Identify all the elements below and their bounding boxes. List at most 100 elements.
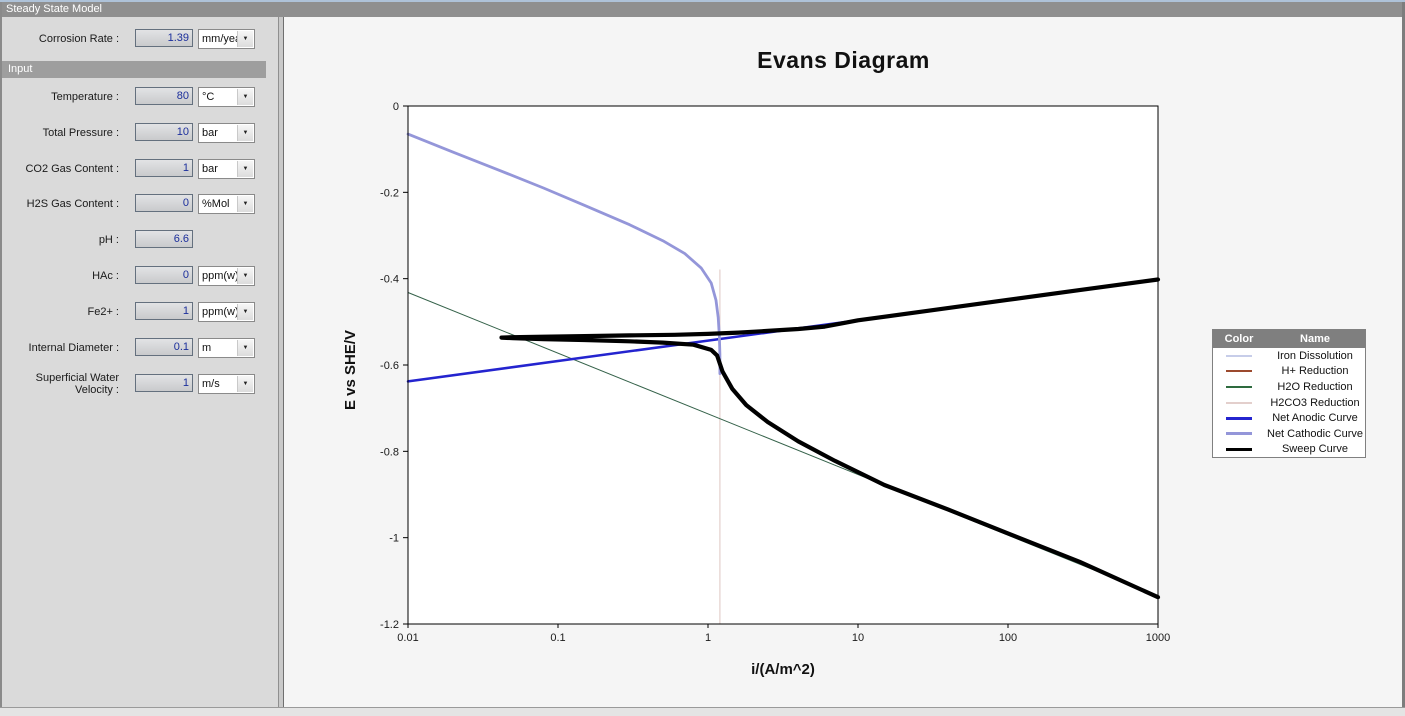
corrosion-rate-input[interactable]: 1.39 (135, 29, 193, 47)
internal-diameter-unit-dropdown-button[interactable]: ▼ (237, 340, 253, 356)
co2-gas-content-label: CO2 Gas Content : (25, 163, 119, 175)
x-tick-label: 1000 (1146, 632, 1170, 644)
field-row-temperature: Temperature : 80 °C ▼ (2, 87, 278, 107)
temperature-unit-dropdown-button[interactable]: ▼ (237, 89, 253, 105)
field-row-ph: pH : 6.6 (2, 230, 278, 250)
corrosion-rate-label: Corrosion Rate : (38, 33, 119, 45)
legend-row: Sweep Curve (1213, 442, 1365, 458)
y-tick-label: -0.2 (380, 187, 399, 199)
temperature-unit-select[interactable]: °C ▼ (198, 87, 255, 107)
corrosion-rate-unit-value: mm/yea (202, 33, 237, 45)
hac-unit-select[interactable]: ppm(w) ▼ (198, 266, 255, 286)
total-pressure-unit-dropdown-button[interactable]: ▼ (237, 125, 253, 141)
co2-gas-content-input[interactable]: 1 (135, 159, 193, 177)
chart-panel: 0.01 0.1 1 10 100 1000 0 -0.2 -0.4 -0.6 -0.8 -1 -1.2… (284, 17, 1403, 707)
hac-unit-dropdown-button[interactable]: ▼ (237, 268, 253, 284)
legend-row: Net Cathodic Curve (1213, 426, 1365, 442)
legend-row: H+ Reduction (1213, 364, 1365, 380)
legend-entry-name: H2CO3 Reduction (1270, 396, 1360, 409)
co2-gas-content-unit-value: bar (202, 163, 218, 175)
field-row-superficial-water-velocity: Superficial Water Velocity : 1 m/s ▼ (2, 372, 278, 396)
fe2plus-input[interactable]: 1 (135, 302, 193, 320)
internal-diameter-unit-select[interactable]: m ▼ (198, 338, 255, 358)
x-tick-label: 100 (999, 632, 1017, 644)
y-tick-label: 0 (393, 101, 399, 113)
x-tick-label: 1 (705, 632, 711, 644)
hac-input[interactable]: 0 (135, 266, 193, 284)
chevron-down-icon: ▼ (242, 36, 249, 42)
legend-swatch-cell (1213, 416, 1265, 420)
field-row-co2-gas-content: CO2 Gas Content : 1 bar ▼ (2, 159, 278, 179)
window-right-border (1402, 2, 1405, 716)
legend-entry-name: Net Cathodic Curve (1267, 427, 1363, 440)
hac-unit-value: ppm(w) (202, 270, 237, 282)
h2s-gas-content-input[interactable]: 0 (135, 194, 193, 212)
legend-entry-name: Iron Dissolution (1277, 349, 1353, 362)
fe2plus-unit-value: ppm(w) (202, 306, 237, 318)
legend-row: Net Anodic Curve (1213, 410, 1365, 426)
superficial-water-velocity-input[interactable]: 1 (135, 374, 193, 392)
legend-row: H2CO3 Reduction (1213, 395, 1365, 411)
x-tick-label: 0.01 (397, 632, 418, 644)
superficial-water-velocity-unit-dropdown-button[interactable]: ▼ (237, 376, 253, 392)
window-title-bar: Steady State Model (0, 2, 1405, 17)
superficial-water-velocity-unit-value: m/s (202, 378, 220, 390)
co2-gas-content-unit-dropdown-button[interactable]: ▼ (237, 161, 253, 177)
window-bottom-border (0, 707, 1405, 716)
chevron-down-icon: ▼ (242, 166, 249, 172)
panel-divider (278, 17, 284, 707)
field-row-fe2plus: Fe2+ : 1 ppm(w) ▼ (2, 302, 278, 322)
evans-diagram-plot: 0.01 0.1 1 10 100 1000 0 -0.2 -0.4 -0.6 -0.8 -1 -1.2 (380, 101, 1170, 644)
legend-row: Iron Dissolution (1213, 348, 1365, 364)
legend-color-swatch (1226, 401, 1252, 404)
window-top-edge (0, 0, 1405, 2)
h2s-gas-content-label: H2S Gas Content : (26, 198, 119, 210)
fe2plus-unit-select[interactable]: ppm(w) ▼ (198, 302, 255, 322)
internal-diameter-label: Internal Diameter : (28, 342, 119, 354)
y-axis-label: E vs SHE/V (342, 329, 359, 411)
co2-gas-content-unit-select[interactable]: bar ▼ (198, 159, 255, 179)
chevron-down-icon: ▼ (242, 273, 249, 279)
legend-swatch-cell (1213, 354, 1265, 357)
temperature-unit-value: °C (202, 91, 215, 103)
internal-diameter-input[interactable]: 0.1 (135, 338, 193, 356)
legend-entry-name: H2O Reduction (1277, 380, 1353, 393)
temperature-label: Temperature : (51, 91, 119, 103)
y-tick-label: -0.4 (380, 274, 399, 286)
legend-swatch-cell (1213, 432, 1265, 436)
x-axis-label: i/(A/m^2) (751, 661, 815, 678)
ph-input[interactable]: 6.6 (135, 230, 193, 248)
h2s-gas-content-unit-dropdown-button[interactable]: ▼ (237, 196, 253, 212)
legend-header-name: Name (1300, 333, 1330, 345)
x-tick-label: 0.1 (550, 632, 565, 644)
legend-entry-name: H+ Reduction (1281, 365, 1349, 378)
superficial-water-velocity-unit-select[interactable]: m/s ▼ (198, 374, 255, 394)
corrosion-rate-unit-dropdown-button[interactable]: ▼ (237, 31, 253, 47)
fe2plus-label: Fe2+ : (87, 306, 120, 318)
field-row-total-pressure: Total Pressure : 10 bar ▼ (2, 123, 278, 143)
chart-title: Evans Diagram (757, 47, 930, 73)
legend-entry-name: Sweep Curve (1281, 443, 1349, 456)
total-pressure-unit-select[interactable]: bar ▼ (198, 123, 255, 143)
ph-label: pH : (98, 234, 119, 246)
series-sweep-curve (499, 277, 1161, 600)
legend-entry-name: Net Anodic Curve (1272, 412, 1358, 425)
field-row-internal-diameter: Internal Diameter :0.1 m ▼ (2, 338, 278, 358)
h2s-gas-content-unit-select[interactable]: %Mol ▼ (198, 194, 255, 214)
total-pressure-label: Total Pressure : (42, 127, 119, 139)
window-left-border (0, 2, 2, 716)
hac-label: HAc : (92, 270, 119, 282)
internal-diameter-unit-value: m (202, 342, 212, 354)
legend-color-swatch (1226, 432, 1252, 436)
legend-header: Color Name (1213, 330, 1365, 348)
total-pressure-input[interactable]: 10 (135, 123, 193, 141)
legend-color-swatch (1226, 354, 1252, 357)
temperature-input[interactable]: 80 (135, 87, 193, 105)
corrosion-rate-unit-select[interactable]: mm/yea ▼ (198, 29, 255, 49)
legend-color-swatch (1226, 385, 1252, 388)
superficial-water-velocity-label: Superficial Water Velocity : (35, 372, 119, 396)
fe2plus-unit-dropdown-button[interactable]: ▼ (237, 304, 253, 320)
legend-swatch-cell (1213, 370, 1265, 373)
